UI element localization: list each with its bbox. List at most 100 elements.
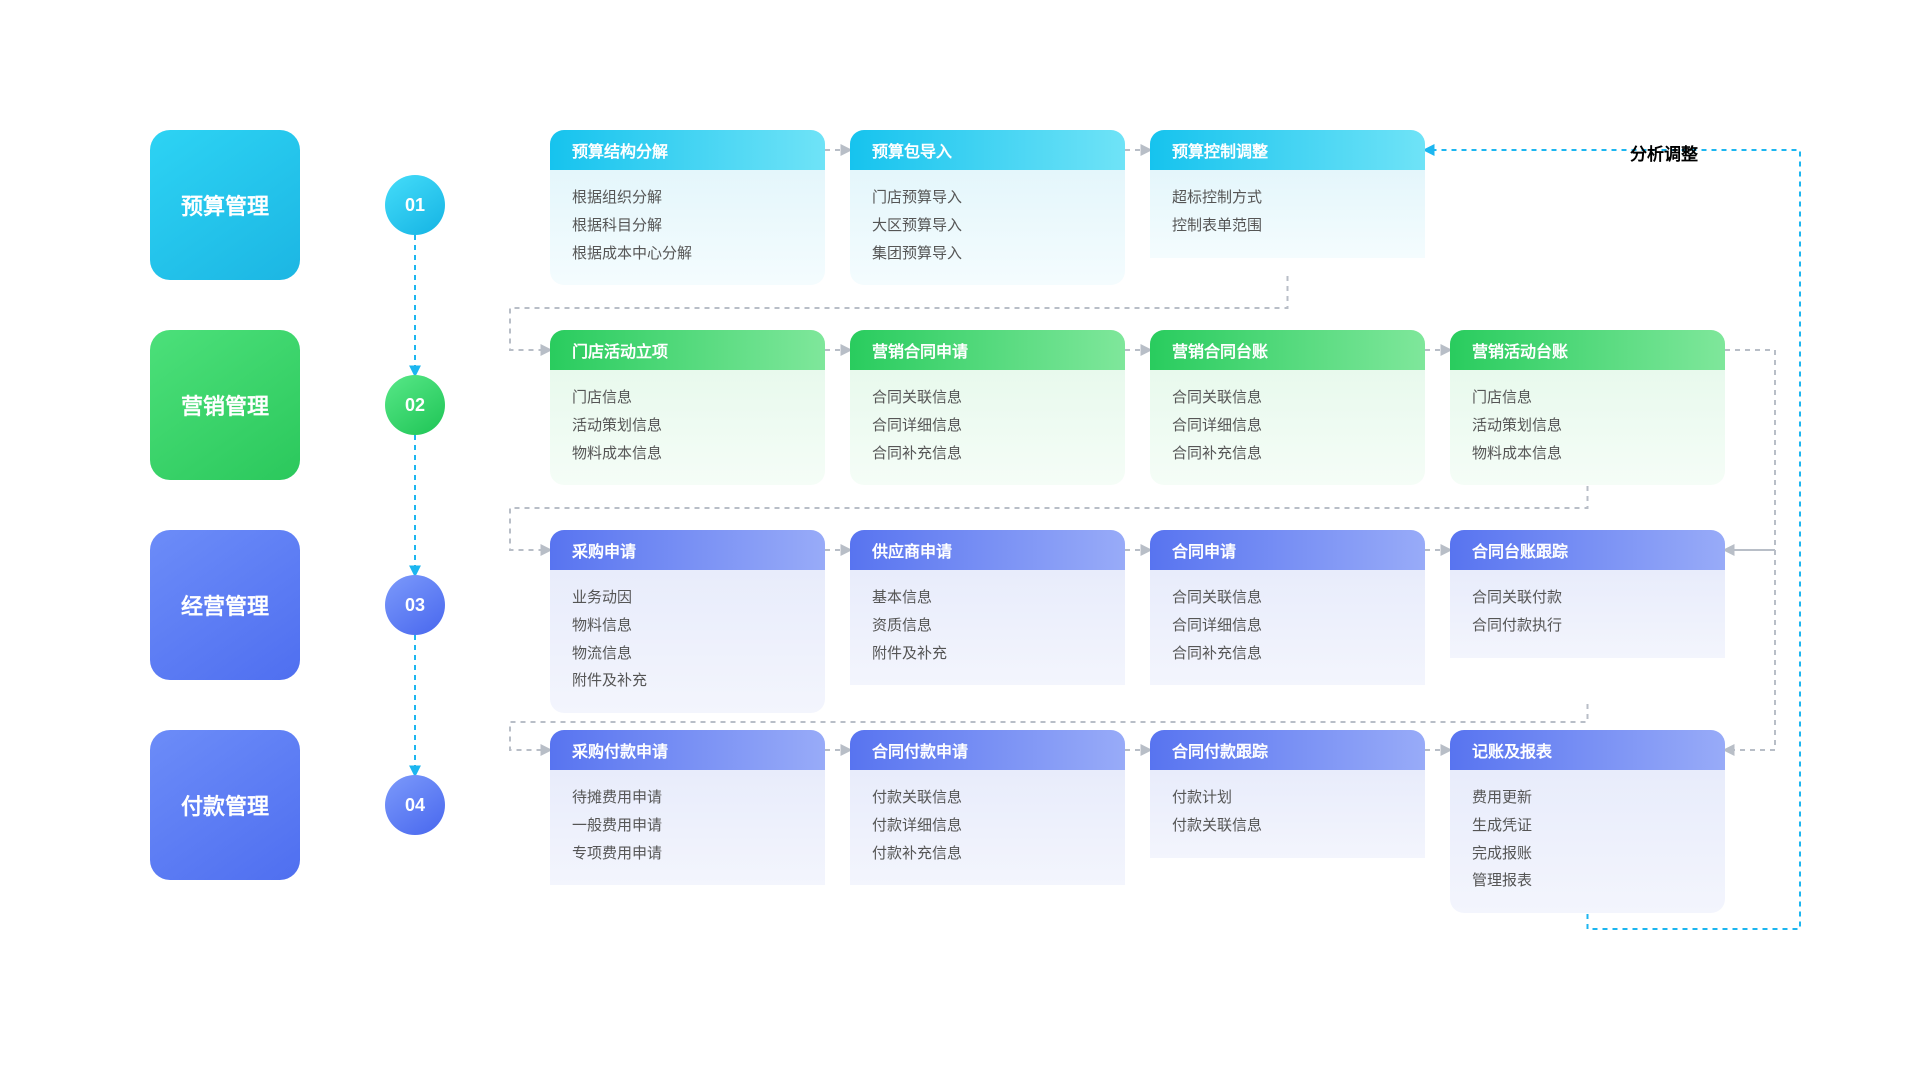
card-item: 门店信息: [1472, 384, 1703, 412]
card-item: 完成报账: [1472, 840, 1703, 868]
card-header: 合同台账跟踪: [1450, 530, 1725, 570]
row-marketing: 营销管理02门店活动立项门店信息活动策划信息物料成本信息营销合同申请合同关联信息…: [150, 330, 1770, 530]
card-header: 门店活动立项: [550, 330, 825, 370]
card-item: 资质信息: [872, 612, 1103, 640]
card-payment-2: 合同付款跟踪付款计划付款关联信息: [1150, 730, 1425, 913]
step-number-02: 02: [385, 375, 445, 435]
card-header: 营销活动台账: [1450, 330, 1725, 370]
row-payment: 付款管理04采购付款申请待摊费用申请一般费用申请专项费用申请合同付款申请付款关联…: [150, 730, 1770, 930]
card-header: 采购付款申请: [550, 730, 825, 770]
category-operation: 经营管理: [150, 530, 300, 680]
card-item: 合同补充信息: [872, 440, 1103, 468]
card-header: 合同申请: [1150, 530, 1425, 570]
card-item: 合同关联信息: [1172, 384, 1403, 412]
card-operation-1: 供应商申请基本信息资质信息附件及补充: [850, 530, 1125, 713]
card-item: 物流信息: [572, 640, 803, 668]
card-budget-2: 预算控制调整超标控制方式控制表单范围: [1150, 130, 1425, 285]
category-payment: 付款管理: [150, 730, 300, 880]
card-body: 超标控制方式控制表单范围: [1150, 170, 1425, 258]
card-operation-3: 合同台账跟踪合同关联付款合同付款执行: [1450, 530, 1725, 713]
flow-diagram: 预算管理01预算结构分解根据组织分解根据科目分解根据成本中心分解预算包导入门店预…: [150, 130, 1770, 930]
card-item: 费用更新: [1472, 784, 1703, 812]
card-payment-3: 记账及报表费用更新生成凭证完成报账管理报表: [1450, 730, 1725, 913]
card-item: 付款关联信息: [1172, 812, 1403, 840]
card-payment-0: 采购付款申请待摊费用申请一般费用申请专项费用申请: [550, 730, 825, 913]
card-header: 供应商申请: [850, 530, 1125, 570]
card-body: 合同关联信息合同详细信息合同补充信息: [1150, 370, 1425, 485]
card-item: 根据科目分解: [572, 212, 803, 240]
card-item: 付款关联信息: [872, 784, 1103, 812]
card-item: 附件及补充: [872, 640, 1103, 668]
card-header: 预算包导入: [850, 130, 1125, 170]
card-item: 门店信息: [572, 384, 803, 412]
card-header: 营销合同台账: [1150, 330, 1425, 370]
card-item: 物料成本信息: [1472, 440, 1703, 468]
card-item: 专项费用申请: [572, 840, 803, 868]
cards-marketing: 门店活动立项门店信息活动策划信息物料成本信息营销合同申请合同关联信息合同详细信息…: [550, 330, 1725, 485]
card-item: 控制表单范围: [1172, 212, 1403, 240]
card-header: 采购申请: [550, 530, 825, 570]
row-budget: 预算管理01预算结构分解根据组织分解根据科目分解根据成本中心分解预算包导入门店预…: [150, 130, 1770, 330]
card-body: 合同关联信息合同详细信息合同补充信息: [1150, 570, 1425, 685]
card-operation-0: 采购申请业务动因物料信息物流信息附件及补充: [550, 530, 825, 713]
card-marketing-3: 营销活动台账门店信息活动策划信息物料成本信息: [1450, 330, 1725, 485]
card-item: 活动策划信息: [1472, 412, 1703, 440]
card-body: 付款关联信息付款详细信息付款补充信息: [850, 770, 1125, 885]
card-body: 费用更新生成凭证完成报账管理报表: [1450, 770, 1725, 913]
card-item: 付款补充信息: [872, 840, 1103, 868]
card-item: 根据组织分解: [572, 184, 803, 212]
card-header: 记账及报表: [1450, 730, 1725, 770]
card-item: 合同关联信息: [1172, 584, 1403, 612]
card-item: 合同补充信息: [1172, 440, 1403, 468]
card-marketing-0: 门店活动立项门店信息活动策划信息物料成本信息: [550, 330, 825, 485]
card-body: 合同关联信息合同详细信息合同补充信息: [850, 370, 1125, 485]
card-item: 基本信息: [872, 584, 1103, 612]
card-item: 合同详细信息: [872, 412, 1103, 440]
card-budget-0: 预算结构分解根据组织分解根据科目分解根据成本中心分解: [550, 130, 825, 285]
card-item: 付款计划: [1172, 784, 1403, 812]
card-item: 附件及补充: [572, 667, 803, 695]
card-item: 门店预算导入: [872, 184, 1103, 212]
analysis-label: 分析调整: [1630, 140, 1698, 165]
card-header: 合同付款跟踪: [1150, 730, 1425, 770]
card-item: 一般费用申请: [572, 812, 803, 840]
card-header: 预算结构分解: [550, 130, 825, 170]
category-budget: 预算管理: [150, 130, 300, 280]
card-body: 根据组织分解根据科目分解根据成本中心分解: [550, 170, 825, 285]
card-item: 业务动因: [572, 584, 803, 612]
card-budget-1: 预算包导入门店预算导入大区预算导入集团预算导入: [850, 130, 1125, 285]
card-item: 管理报表: [1472, 867, 1703, 895]
card-body: 门店信息活动策划信息物料成本信息: [1450, 370, 1725, 485]
card-header: 预算控制调整: [1150, 130, 1425, 170]
card-body: 付款计划付款关联信息: [1150, 770, 1425, 858]
step-number-03: 03: [385, 575, 445, 635]
category-marketing: 营销管理: [150, 330, 300, 480]
card-item: 付款详细信息: [872, 812, 1103, 840]
cards-budget: 预算结构分解根据组织分解根据科目分解根据成本中心分解预算包导入门店预算导入大区预…: [550, 130, 1425, 285]
card-item: 活动策划信息: [572, 412, 803, 440]
card-item: 合同详细信息: [1172, 412, 1403, 440]
card-payment-1: 合同付款申请付款关联信息付款详细信息付款补充信息: [850, 730, 1125, 913]
step-number-01: 01: [385, 175, 445, 235]
card-body: 门店预算导入大区预算导入集团预算导入: [850, 170, 1125, 285]
card-item: 大区预算导入: [872, 212, 1103, 240]
card-item: 生成凭证: [1472, 812, 1703, 840]
card-item: 物料信息: [572, 612, 803, 640]
card-item: 合同付款执行: [1472, 612, 1703, 640]
card-marketing-1: 营销合同申请合同关联信息合同详细信息合同补充信息: [850, 330, 1125, 485]
card-item: 合同关联信息: [872, 384, 1103, 412]
cards-payment: 采购付款申请待摊费用申请一般费用申请专项费用申请合同付款申请付款关联信息付款详细…: [550, 730, 1725, 913]
card-item: 超标控制方式: [1172, 184, 1403, 212]
card-body: 门店信息活动策划信息物料成本信息: [550, 370, 825, 485]
card-item: 集团预算导入: [872, 240, 1103, 268]
card-item: 合同补充信息: [1172, 640, 1403, 668]
card-item: 待摊费用申请: [572, 784, 803, 812]
step-number-04: 04: [385, 775, 445, 835]
card-item: 合同详细信息: [1172, 612, 1403, 640]
card-header: 营销合同申请: [850, 330, 1125, 370]
card-item: 根据成本中心分解: [572, 240, 803, 268]
card-body: 业务动因物料信息物流信息附件及补充: [550, 570, 825, 713]
cards-operation: 采购申请业务动因物料信息物流信息附件及补充供应商申请基本信息资质信息附件及补充合…: [550, 530, 1725, 713]
card-marketing-2: 营销合同台账合同关联信息合同详细信息合同补充信息: [1150, 330, 1425, 485]
card-header: 合同付款申请: [850, 730, 1125, 770]
